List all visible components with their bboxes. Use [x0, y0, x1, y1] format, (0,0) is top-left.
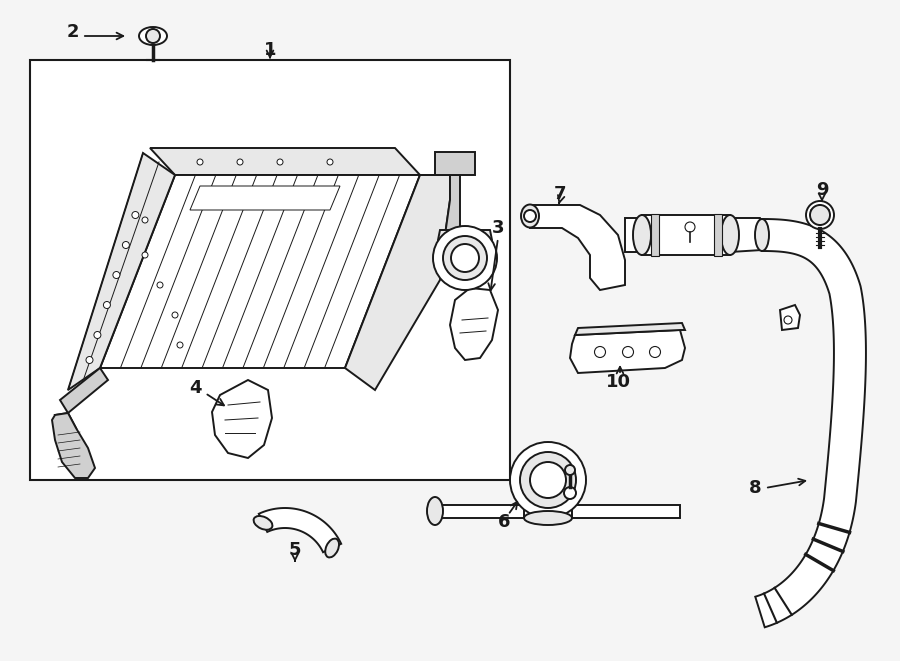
Polygon shape — [60, 368, 108, 413]
Polygon shape — [572, 505, 680, 518]
Ellipse shape — [521, 204, 539, 227]
Circle shape — [520, 452, 576, 508]
Ellipse shape — [139, 27, 167, 45]
Circle shape — [146, 29, 160, 43]
Polygon shape — [570, 330, 685, 373]
Polygon shape — [212, 380, 272, 458]
Text: 8: 8 — [749, 479, 761, 497]
Circle shape — [94, 332, 101, 338]
Polygon shape — [730, 218, 762, 252]
Polygon shape — [435, 152, 475, 175]
Polygon shape — [190, 186, 340, 210]
Circle shape — [122, 241, 130, 249]
Circle shape — [112, 272, 120, 278]
Circle shape — [86, 356, 93, 364]
Polygon shape — [450, 288, 498, 360]
Polygon shape — [625, 218, 642, 252]
Polygon shape — [780, 305, 800, 330]
Circle shape — [177, 342, 183, 348]
Polygon shape — [435, 505, 524, 518]
Polygon shape — [345, 175, 450, 390]
Polygon shape — [420, 175, 460, 240]
Polygon shape — [811, 205, 829, 225]
Polygon shape — [259, 508, 341, 552]
Circle shape — [510, 442, 586, 518]
Polygon shape — [530, 205, 625, 290]
Text: 6: 6 — [498, 513, 510, 531]
Circle shape — [327, 159, 333, 165]
Text: 7: 7 — [554, 185, 566, 203]
Ellipse shape — [427, 497, 443, 525]
Circle shape — [685, 222, 695, 232]
Polygon shape — [524, 480, 572, 518]
Text: 1: 1 — [264, 41, 276, 59]
Circle shape — [530, 462, 566, 498]
Circle shape — [524, 210, 536, 222]
Circle shape — [650, 346, 661, 358]
Ellipse shape — [254, 516, 273, 529]
Polygon shape — [438, 230, 492, 252]
Circle shape — [810, 205, 830, 225]
Polygon shape — [575, 323, 685, 335]
Circle shape — [433, 226, 497, 290]
Polygon shape — [68, 153, 175, 390]
Circle shape — [157, 282, 163, 288]
Ellipse shape — [325, 539, 339, 557]
Circle shape — [565, 465, 575, 475]
Polygon shape — [100, 175, 420, 368]
Ellipse shape — [755, 219, 769, 251]
Text: 5: 5 — [289, 541, 302, 559]
Circle shape — [132, 212, 139, 219]
Circle shape — [237, 159, 243, 165]
Text: 4: 4 — [189, 379, 202, 397]
Circle shape — [623, 346, 634, 358]
Circle shape — [142, 252, 148, 258]
Circle shape — [104, 301, 111, 309]
Circle shape — [564, 487, 576, 499]
Polygon shape — [150, 148, 420, 175]
Polygon shape — [55, 413, 76, 430]
Circle shape — [142, 217, 148, 223]
Bar — [30, 60, 510, 480]
Circle shape — [595, 346, 606, 358]
Circle shape — [172, 312, 178, 318]
Circle shape — [784, 316, 792, 324]
Circle shape — [443, 236, 487, 280]
Circle shape — [806, 201, 834, 229]
Circle shape — [197, 159, 203, 165]
Bar — [651, 214, 659, 256]
Text: 9: 9 — [815, 181, 828, 199]
Ellipse shape — [721, 215, 739, 255]
Ellipse shape — [524, 511, 572, 525]
Circle shape — [451, 244, 479, 272]
Text: 3: 3 — [491, 219, 504, 237]
Bar — [714, 214, 722, 256]
Ellipse shape — [633, 215, 651, 255]
Text: 10: 10 — [606, 373, 631, 391]
Text: 2: 2 — [67, 23, 79, 41]
Circle shape — [277, 159, 283, 165]
Polygon shape — [755, 219, 866, 627]
Polygon shape — [52, 413, 95, 478]
Bar — [642, 215, 730, 255]
